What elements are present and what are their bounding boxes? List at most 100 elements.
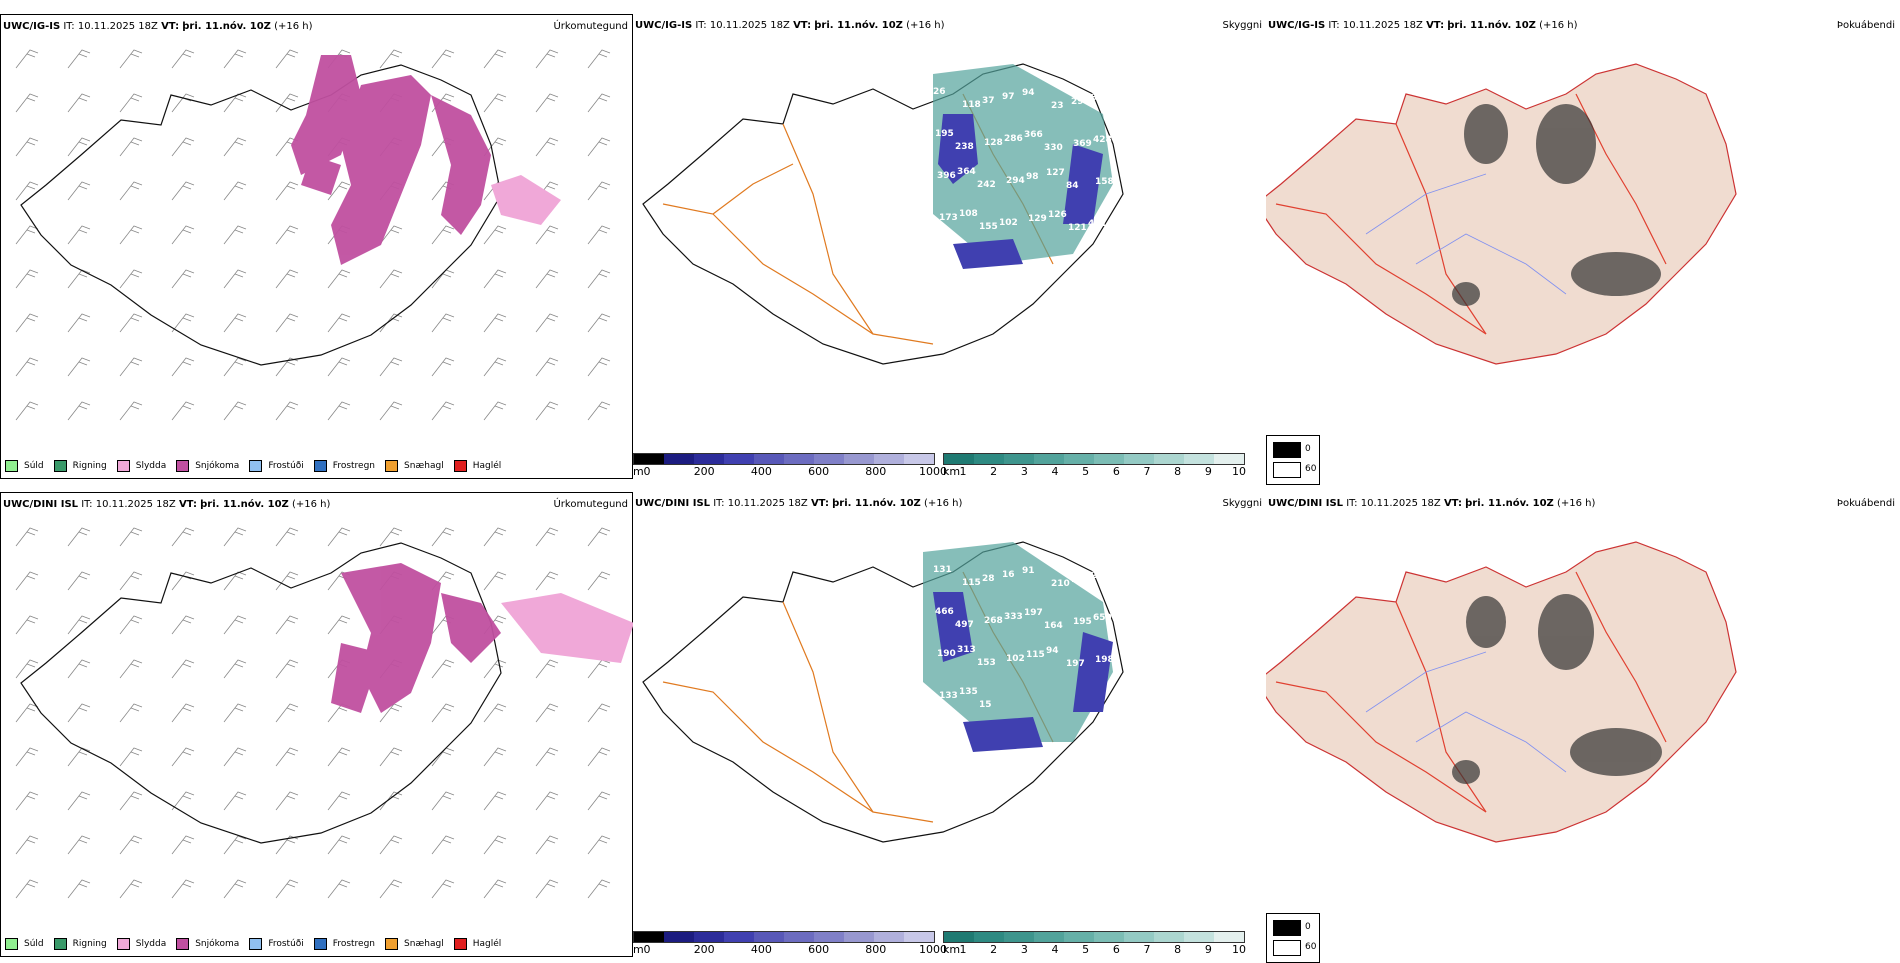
legend-item: Snæhagl [385, 938, 444, 950]
wind-barb [327, 269, 351, 289]
wind-barb [431, 879, 455, 899]
fog-legend-low-label: 60 [1305, 464, 1317, 474]
ceiling-value-label: 94 [1022, 88, 1035, 98]
wind-barb [483, 401, 507, 421]
wind-barb [171, 181, 195, 201]
wind-barb [223, 269, 247, 289]
wind-barb [15, 527, 39, 547]
legend-swatch [176, 460, 190, 472]
legend-item: Snæhagl [385, 460, 444, 472]
wind-barb [15, 703, 39, 723]
colorbar-segment [1094, 454, 1124, 464]
wind-barb [223, 659, 247, 679]
wind-barb [15, 225, 39, 245]
colorbar-segment [1004, 932, 1034, 942]
ceiling-value-label: 210 [1051, 579, 1070, 589]
tick-label: 0 [643, 465, 651, 478]
colorbar-segment [1064, 454, 1094, 464]
wind-barb [379, 791, 403, 811]
legend-swatch [5, 938, 18, 950]
wind-barb [119, 93, 143, 113]
wind-barb [223, 571, 247, 591]
wind-barb [275, 791, 299, 811]
wind-barb [379, 835, 403, 855]
wind-barb [431, 313, 455, 333]
legend-swatch [116, 460, 130, 472]
ceiling-value-label: 396 [937, 171, 956, 181]
wind-barb [275, 879, 299, 899]
wind-barb [119, 225, 143, 245]
legend-swatch [249, 938, 263, 950]
wind-barb [327, 313, 351, 333]
wind-barb [15, 401, 39, 421]
panel-name: Skyggni [1222, 498, 1262, 509]
legend-swatch [116, 938, 130, 950]
tick-label: 10 [1232, 465, 1246, 478]
colorbar-segment [814, 932, 844, 942]
wind-barb [67, 527, 91, 547]
wind-barb [67, 357, 91, 377]
colorbar-segment [694, 932, 724, 942]
wind-barb [223, 137, 247, 157]
wind-barb [379, 747, 403, 767]
wind-barb [587, 357, 611, 377]
legend-item: Frostúði [249, 460, 304, 472]
legend-label: Frostúði [268, 461, 304, 471]
ceiling-value-label: 286 [1004, 134, 1023, 144]
wind-barb [67, 313, 91, 333]
wind-barb [431, 835, 455, 855]
wind-barb [587, 181, 611, 201]
wind-barb [171, 747, 195, 767]
colorbar-segment [974, 454, 1004, 464]
wind-barb [275, 747, 299, 767]
visibility-colorbar [943, 453, 1245, 465]
colorbar-segment [724, 932, 754, 942]
wind-barb [171, 49, 195, 69]
colorbar-segment [634, 932, 664, 942]
ceiling-value-label: 131 [933, 565, 952, 575]
tick-label: 1000 [919, 465, 947, 478]
wind-barb [431, 225, 455, 245]
wind-barb [535, 703, 559, 723]
legend-label: Frostregn [332, 461, 376, 471]
ceiling-value-label: 238 [955, 142, 974, 152]
colorbar-segment [1034, 454, 1064, 464]
ceiling-value-label: 497 [955, 620, 974, 630]
wind-barb [587, 225, 611, 245]
wind-barb [275, 181, 299, 201]
ceiling-value-label: 428 [1093, 135, 1112, 145]
wind-barb [483, 791, 507, 811]
wind-barb [67, 93, 91, 113]
wind-barb [223, 49, 247, 69]
wind-barb [275, 615, 299, 635]
wind-barb [587, 49, 611, 69]
wind-barb [119, 615, 143, 635]
ceiling-value-label: 297 [1071, 97, 1090, 107]
fog-legend-high [1273, 442, 1301, 458]
wind-barb [223, 357, 247, 377]
ceiling-value-label: 364 [957, 167, 976, 177]
fog-legend-high-label: 0 [1305, 922, 1311, 932]
fog-legend-low [1273, 940, 1301, 956]
legend-label: Rigning [72, 461, 107, 471]
ceiling-value-label: 187 [1071, 575, 1090, 585]
ceiling-value-label: 31 [941, 255, 954, 265]
panel-name: Þokuábendi [1836, 20, 1895, 31]
precip-type-legend: Súld Rigning Slydda Snjókoma Frostúði Frostre… [5, 460, 511, 472]
wind-barb [223, 181, 247, 201]
wind-barb [67, 181, 91, 201]
legend-item: Súld [5, 938, 44, 950]
wind-barb [587, 879, 611, 899]
wind-barb [119, 313, 143, 333]
ceiling-colorbar [633, 931, 935, 943]
wind-barb [483, 571, 507, 591]
wind-barb [379, 313, 403, 333]
colorbar-segment [1154, 454, 1184, 464]
wind-barb [15, 313, 39, 333]
wind-barb [119, 181, 143, 201]
wind-barb [587, 659, 611, 679]
wind-barb [275, 357, 299, 377]
wind-barb [327, 615, 351, 635]
